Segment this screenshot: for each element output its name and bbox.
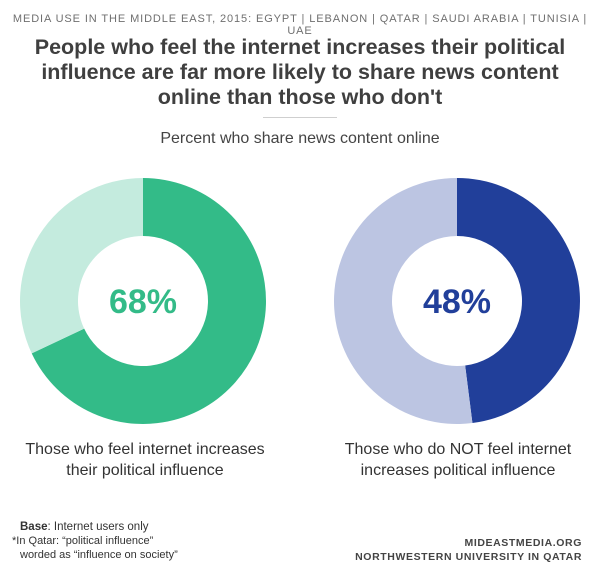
credit-institution: NORTHWESTERN UNIVERSITY IN QATAR: [355, 551, 582, 563]
title-divider: [263, 117, 337, 118]
kicker: MEDIA USE IN THE MIDDLE EAST, 2015: EGYP…: [12, 13, 588, 37]
title-line: influence are far more likely to share n…: [41, 60, 559, 84]
donut-2-label-line: Those who do NOT feel internet: [344, 441, 572, 458]
credit-website: MIDEASTMEDIA.ORG: [464, 537, 582, 549]
donut-2-label: Those who do NOT feel internet increases…: [313, 439, 600, 481]
qatar-note-line: *In Qatar: “political influence”: [12, 535, 154, 547]
base-note: Base: Internet users only: [20, 521, 149, 533]
donut-2-slice-2: [334, 178, 473, 424]
base-text: : Internet users only: [47, 521, 149, 533]
donut-2-value-label: 48%: [423, 283, 491, 321]
base-label: Base: [20, 521, 48, 533]
donut-2-slice-1: [457, 178, 580, 424]
title-line: online than those who don't: [157, 85, 443, 109]
donut-1-label-line: their political influence: [66, 462, 224, 479]
title-line: People who feel the internet increases t…: [34, 35, 566, 59]
donut-1-slice-2: [19, 178, 144, 354]
donut-1-label: Those who feel internet increases their …: [0, 439, 290, 481]
donut-1-label-line: Those who feel internet increases: [25, 441, 265, 458]
donut-1-value-label: 68%: [109, 283, 177, 321]
donut-1-slice-1: [31, 178, 267, 424]
qatar-note-line: worded as “influence on society”: [20, 549, 178, 561]
donut-2-label-line: increases political influence: [360, 462, 556, 479]
chart-subtitle: Percent who share news content online: [160, 130, 440, 147]
chart-title: People who feel the internet increases t…: [20, 35, 580, 110]
